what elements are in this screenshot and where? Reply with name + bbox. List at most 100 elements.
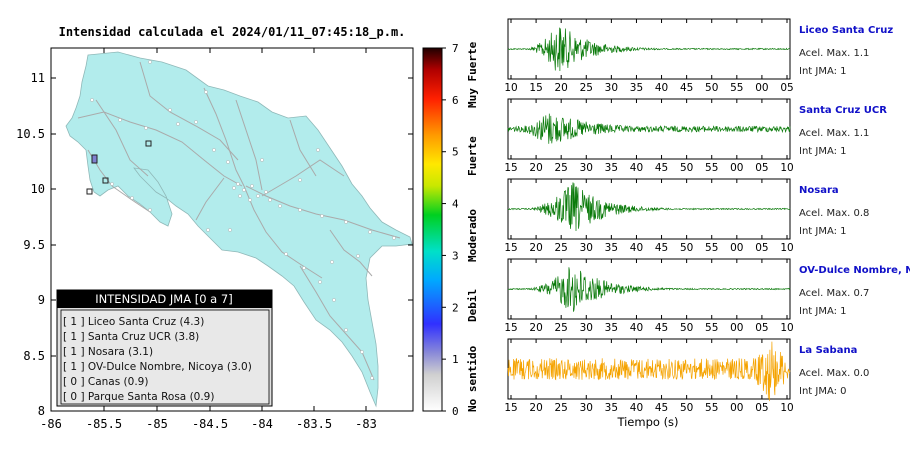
station-marker-canas — [145, 140, 152, 147]
trace-panel: 15 20 25 30 35 40 45 50 55 00 05 10 La Sabana Acel. M… — [504, 338, 869, 414]
trace-tick-label: 50 — [680, 322, 693, 334]
trace-tick-label: 40 — [655, 82, 668, 94]
road-line — [245, 185, 401, 239]
trace-tick-label: 05 — [755, 242, 768, 254]
town-point — [302, 266, 306, 270]
town-point — [226, 160, 230, 164]
legend-item: [ 0 ] Canas (0.9) — [63, 376, 148, 388]
colorbar-tick-label: 4 — [452, 198, 459, 211]
town-point — [212, 148, 216, 152]
trace-waveform — [507, 182, 791, 232]
trace-tick-label: 20 — [554, 82, 567, 94]
trace-tick-label: 25 — [554, 242, 567, 254]
town-point — [232, 186, 236, 190]
trace-acel-max: Acel. Max. 1.1 — [799, 48, 869, 59]
town-point — [318, 280, 322, 284]
legend-item: [ 0 ] Parque Santa Rosa (0.9) — [63, 391, 214, 403]
trace-tick-label: 55 — [705, 242, 718, 254]
station-marker-liceo-santa-cruz — [91, 154, 98, 164]
colorbar-ticks: 0 1 2 3 4 5 6 7 — [442, 42, 459, 418]
trace-tick-label: 45 — [655, 322, 668, 334]
trace-acel-max: Acel. Max. 1.1 — [799, 128, 869, 139]
legend-item: [ 1 ] Liceo Santa Cruz (4.3) — [63, 316, 204, 328]
road-line — [329, 229, 373, 277]
trace-tick-label: 00 — [730, 322, 743, 334]
trace-tick-label: 30 — [580, 322, 593, 334]
town-point — [204, 90, 208, 94]
trace-tick-label: 15 — [529, 82, 542, 94]
trace-tick-label: 20 — [529, 162, 542, 174]
map-y-tick-label: 10 — [31, 182, 45, 196]
trace-acel-max: Acel. Max. 0.0 — [799, 368, 869, 379]
trace-tick-label: 05 — [780, 82, 793, 94]
trace-tick-label: 25 — [554, 322, 567, 334]
town-point — [264, 190, 268, 194]
map-y-tick-label: 10.5 — [16, 127, 45, 141]
colorbar-tick-label: 1 — [452, 353, 459, 366]
trace-panel: 15 20 25 30 35 40 45 50 55 00 05 10 Nosara Acel. Max.… — [504, 178, 869, 254]
town-point — [90, 98, 94, 102]
time-axis-label: Tiempo (s) — [616, 415, 678, 429]
road-line — [95, 99, 149, 177]
trace-tick-label: 50 — [680, 402, 693, 414]
trace-tick-label: 10 — [780, 322, 793, 334]
trace-panel: 10 15 20 25 30 35 40 45 50 55 00 05 Liceo Santa Cruz… — [504, 18, 893, 94]
town-point — [370, 376, 374, 380]
towns-layer — [90, 60, 396, 380]
colorbar-label-debil: Debil — [466, 289, 479, 322]
trace-tick-label: 45 — [655, 402, 668, 414]
trace-acel-max: Acel. Max. 0.7 — [799, 288, 869, 299]
map-x-tick-label: -84.5 — [192, 417, 228, 431]
town-point — [168, 108, 172, 112]
trace-tick-label: 00 — [755, 82, 768, 94]
town-point — [298, 178, 302, 182]
map-x-tick-label: -83.5 — [296, 417, 332, 431]
road-line — [77, 111, 243, 187]
trace-int-jma: Int JMA: 1 — [799, 66, 847, 77]
town-point — [238, 194, 242, 198]
map-y-tick-label: 11 — [31, 71, 45, 85]
trace-waveform — [507, 27, 790, 72]
map-y-tick-label: 9.5 — [23, 238, 45, 252]
trace-tick-label: 50 — [680, 242, 693, 254]
trace-tick-label: 15 — [504, 402, 517, 414]
trace-tick-label: 40 — [630, 402, 643, 414]
trace-tick-label: 55 — [705, 322, 718, 334]
town-point — [298, 208, 302, 212]
town-point — [130, 196, 134, 200]
town-point — [144, 126, 148, 130]
seismogram-traces: 10 15 20 25 30 35 40 45 50 55 00 05 Liceo Santa Cruz… — [504, 18, 910, 414]
trace-waveform — [507, 113, 791, 144]
road-line — [111, 185, 151, 213]
trace-tick-label: 35 — [605, 162, 618, 174]
trace-tick-label: 10 — [504, 82, 517, 94]
colorbar-label-moderado: Moderado — [466, 209, 479, 262]
trace-int-jma: Int JMA: 1 — [799, 306, 847, 317]
town-point — [344, 220, 348, 224]
trace-tick-label: 30 — [580, 242, 593, 254]
trace-station-name: La Sabana — [799, 345, 857, 356]
town-point — [284, 252, 288, 256]
trace-station-name: OV-Dulce Nombre, Nico — [799, 265, 910, 276]
town-point — [118, 118, 122, 122]
road-line — [139, 61, 239, 161]
map-x-axis: -86 -85.5 -85 -84.5 -84 -83.5 -83 — [40, 48, 377, 431]
colorbar-tick-label: 7 — [452, 42, 459, 55]
town-point — [260, 158, 264, 162]
legend-list-box — [60, 309, 270, 405]
town-point — [148, 208, 152, 212]
trace-panel: 15 20 25 30 35 40 45 50 55 00 05 10 Santa Cruz UCR Ac… — [504, 98, 887, 174]
town-point — [332, 298, 336, 302]
trace-tick-label: 15 — [504, 162, 517, 174]
trace-tick-label: 20 — [529, 322, 542, 334]
trace-tick-label: 25 — [580, 82, 593, 94]
town-point — [248, 198, 252, 202]
road-line — [261, 159, 345, 197]
trace-tick-label: 55 — [730, 82, 743, 94]
trace-acel-max: Acel. Max. 0.8 — [799, 208, 869, 219]
trace-station-name: Liceo Santa Cruz — [799, 25, 893, 36]
town-point — [236, 182, 240, 186]
town-point — [256, 194, 260, 198]
map-legend: INTENSIDAD JMA [0 a 7] [ 1 ] Liceo Santa… — [56, 289, 273, 407]
